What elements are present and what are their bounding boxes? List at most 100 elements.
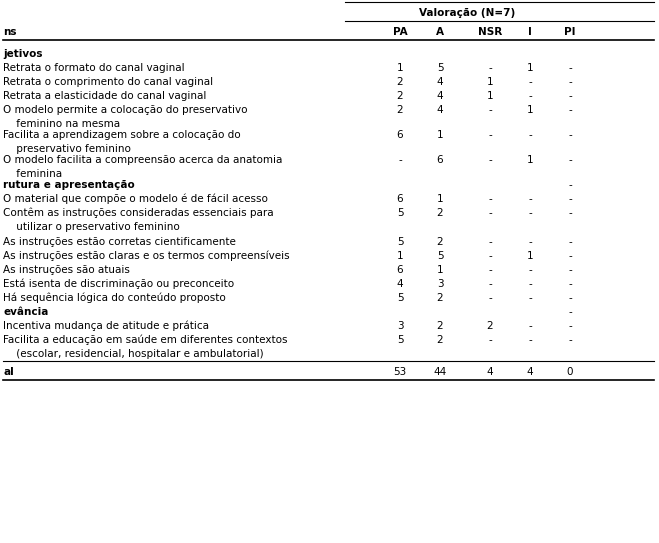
Text: -: - [488, 251, 492, 261]
Text: -: - [528, 293, 532, 303]
Text: Retrata o comprimento do canal vaginal: Retrata o comprimento do canal vaginal [3, 77, 213, 87]
Text: 6: 6 [437, 155, 444, 165]
Text: 1: 1 [487, 77, 494, 87]
Text: -: - [568, 279, 572, 289]
Text: 4: 4 [397, 279, 403, 289]
Text: -: - [488, 265, 492, 275]
Text: -: - [528, 77, 532, 87]
Text: -: - [528, 237, 532, 247]
Text: -: - [568, 265, 572, 275]
Text: 1: 1 [437, 265, 444, 275]
Text: 4: 4 [437, 105, 444, 115]
Text: 6: 6 [397, 130, 403, 140]
Text: ns: ns [3, 27, 16, 37]
Text: -: - [568, 251, 572, 261]
Text: -: - [568, 335, 572, 345]
Text: 5: 5 [397, 237, 403, 247]
Text: -: - [568, 155, 572, 165]
Text: 1: 1 [527, 105, 533, 115]
Text: -: - [568, 105, 572, 115]
Text: 4: 4 [527, 367, 533, 377]
Text: 2: 2 [397, 105, 403, 115]
Text: 6: 6 [397, 194, 403, 204]
Text: Contêm as instruções consideradas essenciais para: Contêm as instruções consideradas essenc… [3, 208, 273, 218]
Text: feminino na mesma: feminino na mesma [13, 119, 120, 129]
Text: preservativo feminino: preservativo feminino [13, 144, 131, 154]
Text: -: - [488, 279, 492, 289]
Text: jetivos: jetivos [3, 49, 42, 59]
Text: -: - [568, 194, 572, 204]
Text: al: al [3, 367, 14, 377]
Text: -: - [528, 208, 532, 218]
Text: 5: 5 [437, 251, 444, 261]
Text: -: - [528, 91, 532, 101]
Text: 2: 2 [397, 91, 403, 101]
Text: 53: 53 [393, 367, 407, 377]
Text: 1: 1 [487, 91, 494, 101]
Text: -: - [528, 321, 532, 331]
Text: -: - [488, 335, 492, 345]
Text: 1: 1 [437, 130, 444, 140]
Text: 5: 5 [437, 63, 444, 73]
Text: -: - [488, 237, 492, 247]
Text: -: - [568, 307, 572, 317]
Text: -: - [528, 194, 532, 204]
Text: 1: 1 [397, 63, 403, 73]
Text: Incentiva mudança de atitude e prática: Incentiva mudança de atitude e prática [3, 321, 209, 331]
Text: 2: 2 [487, 321, 494, 331]
Text: -: - [528, 130, 532, 140]
Text: -: - [528, 335, 532, 345]
Text: -: - [488, 130, 492, 140]
Text: 5: 5 [397, 293, 403, 303]
Text: utilizar o preservativo feminino: utilizar o preservativo feminino [13, 222, 180, 232]
Text: -: - [528, 279, 532, 289]
Text: Valoração (N=7): Valoração (N=7) [419, 8, 515, 18]
Text: Retrata o formato do canal vaginal: Retrata o formato do canal vaginal [3, 63, 185, 73]
Text: As instruções estão claras e os termos compreensíveis: As instruções estão claras e os termos c… [3, 251, 289, 261]
Text: 1: 1 [397, 251, 403, 261]
Text: 1: 1 [527, 155, 533, 165]
Text: Retrata a elasticidade do canal vaginal: Retrata a elasticidade do canal vaginal [3, 91, 206, 101]
Text: feminina: feminina [13, 169, 62, 179]
Text: Facilita a educação em saúde em diferentes contextos: Facilita a educação em saúde em diferent… [3, 334, 287, 345]
Text: 0: 0 [567, 367, 573, 377]
Text: -: - [488, 293, 492, 303]
Text: O modelo permite a colocação do preservativo: O modelo permite a colocação do preserva… [3, 105, 248, 115]
Text: -: - [398, 155, 402, 165]
Text: 1: 1 [437, 194, 444, 204]
Text: I: I [528, 27, 532, 37]
Text: 4: 4 [437, 91, 444, 101]
Text: -: - [488, 208, 492, 218]
Text: Está isenta de discriminação ou preconceito: Está isenta de discriminação ou preconce… [3, 279, 234, 289]
Text: -: - [568, 321, 572, 331]
Text: 2: 2 [437, 293, 444, 303]
Text: As instruções estão corretas cientificamente: As instruções estão corretas cientificam… [3, 237, 236, 247]
Text: 3: 3 [397, 321, 403, 331]
Text: -: - [568, 180, 572, 190]
Text: -: - [568, 91, 572, 101]
Text: -: - [568, 293, 572, 303]
Text: 6: 6 [397, 265, 403, 275]
Text: (escolar, residencial, hospitalar e ambulatorial): (escolar, residencial, hospitalar e ambu… [13, 349, 264, 359]
Text: 4: 4 [437, 77, 444, 87]
Text: -: - [568, 208, 572, 218]
Text: 4: 4 [487, 367, 494, 377]
Text: 2: 2 [397, 77, 403, 87]
Text: PA: PA [393, 27, 407, 37]
Text: Há sequência lógica do conteúdo proposto: Há sequência lógica do conteúdo proposto [3, 293, 226, 303]
Text: -: - [568, 130, 572, 140]
Text: -: - [568, 63, 572, 73]
Text: -: - [488, 155, 492, 165]
Text: 1: 1 [527, 63, 533, 73]
Text: 2: 2 [437, 208, 444, 218]
Text: 5: 5 [397, 335, 403, 345]
Text: As instruções são atuais: As instruções são atuais [3, 265, 130, 275]
Text: 2: 2 [437, 321, 444, 331]
Text: 5: 5 [397, 208, 403, 218]
Text: -: - [568, 237, 572, 247]
Text: -: - [488, 63, 492, 73]
Text: 2: 2 [437, 335, 444, 345]
Text: 44: 44 [434, 367, 447, 377]
Text: O modelo facilita a compreensão acerca da anatomia: O modelo facilita a compreensão acerca d… [3, 155, 282, 165]
Text: 3: 3 [437, 279, 444, 289]
